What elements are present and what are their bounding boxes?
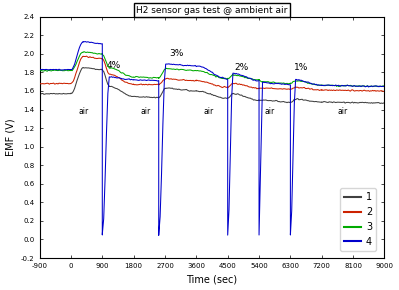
3 (293, 79, 298, 83)
1 (37, 92, 42, 95)
4 (37, 68, 42, 71)
4 (378, 84, 383, 88)
2 (381, 90, 386, 93)
2 (84, 55, 89, 58)
3 (378, 85, 383, 88)
1 (172, 87, 177, 91)
1 (95, 68, 100, 71)
4 (156, 233, 161, 237)
Title: H2 sensor gas test @ ambient air: H2 sensor gas test @ ambient air (136, 6, 288, 14)
Text: air: air (338, 107, 348, 116)
3 (382, 84, 387, 88)
4 (213, 73, 218, 77)
Text: 1%: 1% (294, 64, 308, 72)
X-axis label: Time (sec): Time (sec) (186, 274, 237, 284)
2 (382, 89, 387, 93)
4 (83, 40, 88, 43)
4 (293, 78, 298, 81)
1 (378, 102, 383, 105)
4 (95, 41, 100, 45)
Text: air: air (141, 107, 151, 116)
1 (293, 98, 298, 102)
4 (131, 78, 136, 81)
Legend: 1, 2, 3, 4: 1, 2, 3, 4 (340, 188, 376, 251)
3 (376, 85, 381, 88)
Line: 2: 2 (40, 56, 385, 91)
Text: air: air (78, 107, 88, 116)
Text: 3%: 3% (169, 50, 184, 59)
Text: air: air (265, 107, 275, 116)
Y-axis label: EMF (V): EMF (V) (6, 119, 16, 156)
3 (95, 52, 100, 56)
Text: 4%: 4% (107, 61, 121, 70)
1 (81, 66, 85, 69)
3 (172, 68, 177, 71)
3 (37, 69, 42, 72)
2 (95, 57, 100, 60)
2 (212, 83, 217, 87)
Text: 2%: 2% (234, 64, 248, 72)
1 (382, 101, 387, 104)
2 (172, 77, 177, 81)
Line: 1: 1 (40, 68, 385, 104)
1 (377, 101, 381, 105)
Text: air: air (203, 107, 213, 116)
2 (37, 81, 42, 85)
4 (382, 85, 387, 88)
Line: 4: 4 (40, 41, 385, 235)
2 (377, 89, 381, 93)
4 (173, 63, 178, 66)
3 (212, 74, 217, 77)
Line: 3: 3 (40, 52, 385, 87)
3 (82, 50, 87, 53)
2 (131, 83, 136, 86)
3 (131, 75, 136, 79)
1 (212, 94, 217, 97)
2 (293, 85, 298, 89)
1 (131, 95, 136, 98)
